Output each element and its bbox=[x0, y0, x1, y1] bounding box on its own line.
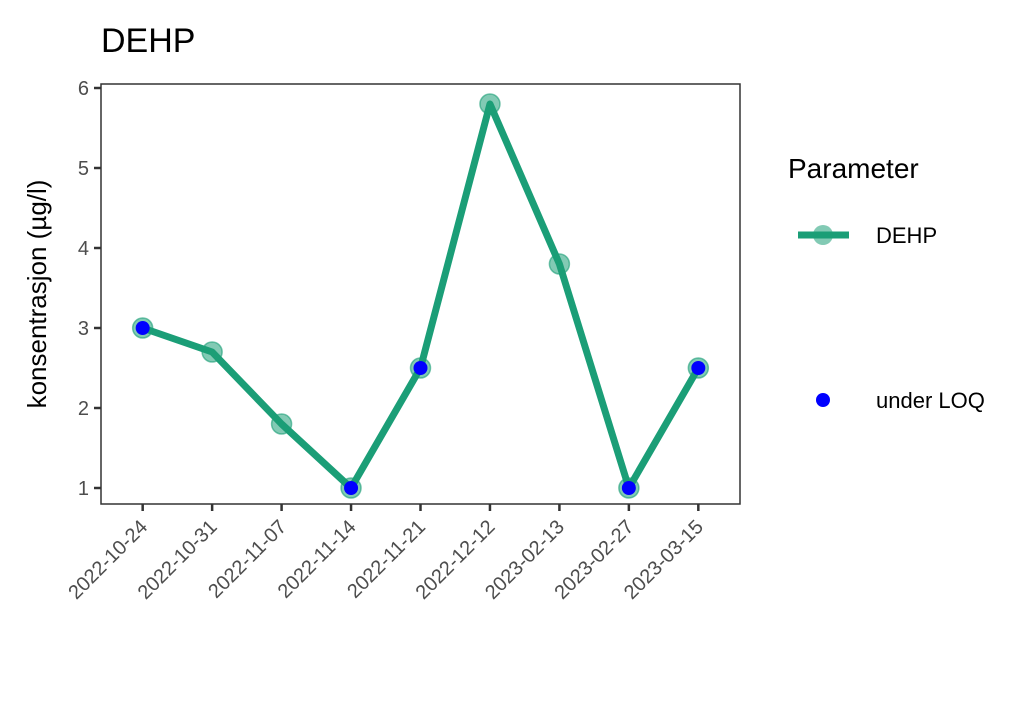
under-loq-point bbox=[344, 481, 359, 495]
under-loq-point bbox=[135, 321, 150, 335]
under-loq-point bbox=[413, 361, 428, 375]
series-layer bbox=[131, 93, 710, 499]
legend-label-under-loq: under LOQ bbox=[876, 388, 985, 413]
legend: Parameter DEHP under LOQ bbox=[788, 153, 985, 413]
y-tick-label: 6 bbox=[78, 78, 89, 100]
y-tick-label: 2 bbox=[78, 398, 89, 420]
x-axis: 2022-10-242022-10-312022-11-072022-11-14… bbox=[64, 504, 708, 604]
y-tick-label: 3 bbox=[78, 318, 89, 340]
data-point bbox=[201, 341, 223, 363]
legend-label-dehp: DEHP bbox=[876, 223, 937, 248]
legend-key-dehp-point bbox=[813, 225, 833, 245]
y-axis: 1 2 3 4 5 6 bbox=[78, 78, 101, 500]
plot-panel-border bbox=[100, 83, 741, 505]
y-tick-label: 4 bbox=[78, 238, 89, 260]
y-tick-label: 1 bbox=[78, 478, 89, 500]
data-point bbox=[479, 93, 501, 115]
legend-title: Parameter bbox=[788, 153, 919, 184]
y-tick-label: 5 bbox=[78, 158, 89, 180]
y-axis-label: konsentrasjon (µg/l) bbox=[22, 180, 52, 409]
chart-title: DEHP bbox=[101, 22, 195, 60]
data-point bbox=[548, 253, 571, 275]
data-point bbox=[270, 413, 293, 435]
legend-key-under-loq bbox=[816, 393, 830, 407]
under-loq-point bbox=[621, 481, 636, 495]
plot-area bbox=[100, 83, 741, 505]
under-loq-point bbox=[691, 361, 706, 375]
series-line-dehp bbox=[139, 100, 702, 492]
